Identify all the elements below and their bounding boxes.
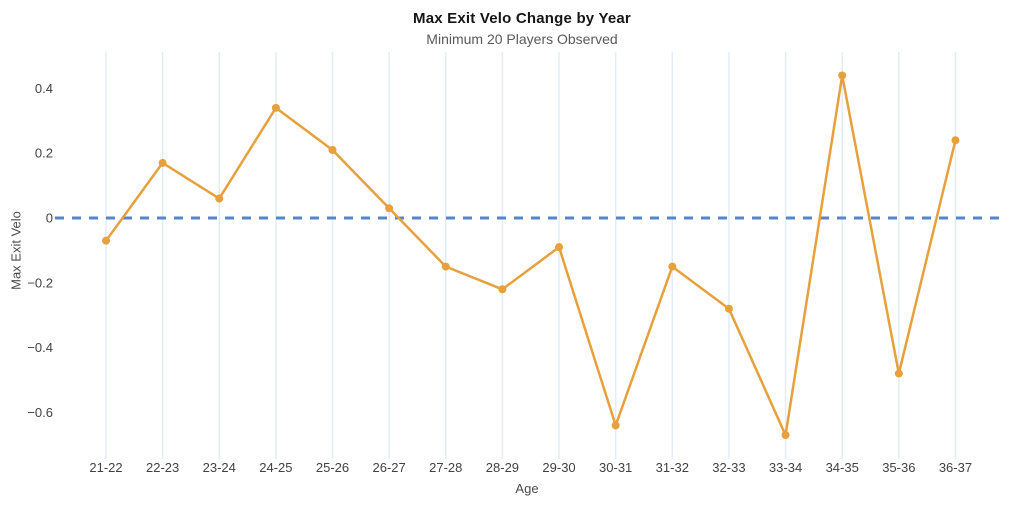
- chart-subtitle: Minimum 20 Players Observed: [426, 31, 618, 47]
- data-point: [328, 145, 337, 154]
- x-tick-label: 31-32: [656, 460, 689, 475]
- data-point: [158, 158, 167, 167]
- data-point: [271, 103, 280, 112]
- x-tick-label: 34-35: [826, 460, 859, 475]
- x-tick-label: 32-33: [712, 460, 745, 475]
- x-axis-title: Age: [515, 481, 539, 496]
- x-tick-label: 36-37: [939, 460, 972, 475]
- y-tick-label: −0.2: [27, 275, 53, 290]
- x-tick-label: 25-26: [316, 460, 349, 475]
- data-point: [724, 304, 733, 313]
- y-tick-label: 0.2: [35, 146, 53, 161]
- data-point: [668, 262, 677, 271]
- x-tick-label: 21-22: [89, 460, 122, 475]
- x-tick-label: 35-36: [882, 460, 915, 475]
- chart-title: Max Exit Velo Change by Year: [413, 10, 631, 27]
- y-tick-label: −0.6: [27, 405, 53, 420]
- x-tick-label: 29-30: [542, 460, 575, 475]
- data-point: [555, 243, 564, 252]
- y-tick-label: 0: [46, 211, 53, 226]
- x-tick-label: 27-28: [429, 460, 462, 475]
- x-tick-label: 23-24: [203, 460, 236, 475]
- data-point: [385, 204, 394, 213]
- data-point: [838, 71, 847, 80]
- x-tick-label: 26-27: [373, 460, 406, 475]
- data-point: [215, 194, 224, 203]
- data-line: [104, 74, 957, 437]
- x-tick-label: 28-29: [486, 460, 519, 475]
- y-tick-label: 0.4: [35, 81, 53, 96]
- y-tick-label: −0.4: [27, 340, 53, 355]
- data-point: [781, 431, 790, 440]
- x-tick-label: 24-25: [259, 460, 292, 475]
- x-tick-label: 33-34: [769, 460, 802, 475]
- x-tick-label: 30-31: [599, 460, 632, 475]
- data-point: [894, 369, 903, 378]
- data-point: [951, 136, 960, 145]
- x-tick-label: 22-23: [146, 460, 179, 475]
- data-point: [102, 236, 110, 245]
- data-point: [611, 421, 620, 430]
- data-point: [441, 262, 450, 271]
- data-point: [498, 285, 507, 294]
